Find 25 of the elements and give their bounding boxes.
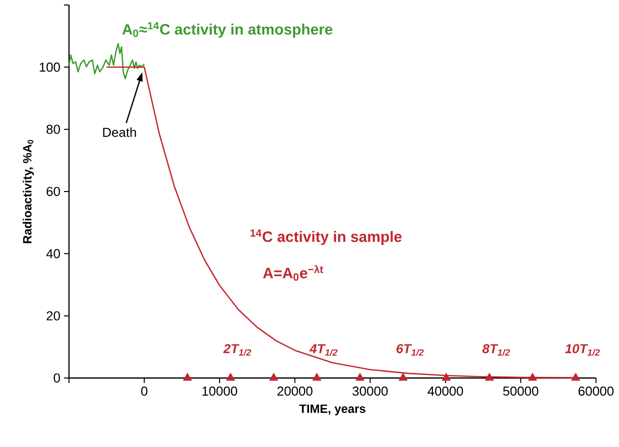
y-tick-label: 40 (46, 249, 60, 258)
annotation: 2T$_{1/2}$ (223, 344, 252, 356)
annotation: 4T$_{1/2}$ (309, 344, 338, 356)
annotation: 8T$_{1/2}$ (482, 344, 510, 356)
annotation: A=A$_{0}$e$^{−λt}$ (263, 265, 324, 281)
annotation: Death (103, 127, 136, 137)
annotation: 10T$_{1/2}$ (565, 344, 600, 356)
y-tick-label: 20 (46, 311, 60, 320)
y-tick-label: 80 (46, 124, 60, 134)
x-axis-title: TIME, years (299, 404, 366, 416)
y-axis-title: Radioactivity, %A$_{0}$ (22, 140, 34, 244)
x-tick-label: 50000 (503, 386, 538, 396)
x-tick-label: 0 (141, 386, 148, 396)
x-tick-label: 20000 (277, 386, 312, 396)
annotation: $^{14}$C activity in sample (250, 229, 402, 245)
annotation: A$_{0}$≈$^{14}$C activity in atmosphere (122, 22, 332, 38)
x-tick-label: 40000 (428, 386, 463, 396)
x-tick-label: 10000 (202, 386, 238, 396)
x-tick-label: 30000 (352, 386, 388, 396)
x-tick-label: 60000 (578, 386, 614, 396)
y-tick-label: 60 (46, 186, 60, 196)
annotation: 6T$_{1/2}$ (396, 344, 424, 356)
line-series (68, 42, 145, 80)
y-tick-label: 0 (54, 373, 60, 383)
y-tick-label: 100 (40, 62, 60, 72)
